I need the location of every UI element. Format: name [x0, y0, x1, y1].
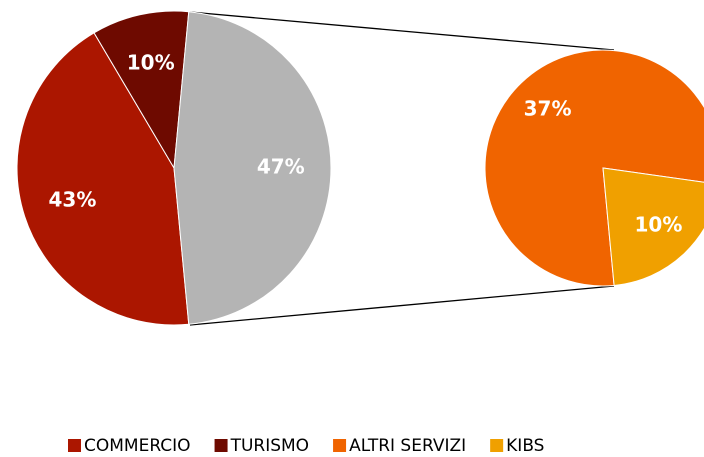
legend-label: COMMERCIO — [84, 436, 191, 456]
data-label: 10% — [127, 50, 175, 74]
legend-label: TURISMO — [230, 436, 310, 456]
legend-label: KIBS — [506, 436, 544, 456]
pie-slice — [484, 49, 704, 287]
legend-label: ALTRI SERVIZI — [349, 436, 466, 456]
pie-slice — [93, 10, 190, 170]
pie-slice — [173, 11, 332, 325]
pie-slice — [16, 32, 190, 326]
data-label: 43% — [49, 187, 97, 211]
data-label: 47% — [257, 155, 305, 179]
legend-swatch — [333, 439, 347, 452]
legend-swatch — [214, 439, 228, 452]
connector — [189, 285, 615, 326]
legend-swatch — [68, 439, 81, 452]
legend-swatch — [490, 439, 504, 452]
pie-slice — [602, 167, 704, 287]
connector — [189, 11, 615, 51]
data-label: 37% — [524, 96, 572, 120]
data-label: 10% — [634, 213, 682, 237]
